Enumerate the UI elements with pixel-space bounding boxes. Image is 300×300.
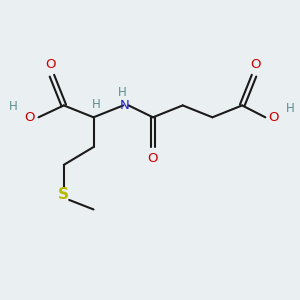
Text: N: N: [120, 99, 130, 112]
Text: H: H: [286, 102, 295, 115]
Text: H: H: [117, 86, 126, 99]
Text: O: O: [148, 152, 158, 165]
Text: H: H: [92, 98, 100, 111]
Text: S: S: [58, 187, 69, 202]
Text: O: O: [45, 58, 56, 71]
Text: O: O: [24, 111, 35, 124]
Text: O: O: [250, 58, 261, 71]
Text: H: H: [9, 100, 18, 113]
Text: O: O: [268, 111, 279, 124]
